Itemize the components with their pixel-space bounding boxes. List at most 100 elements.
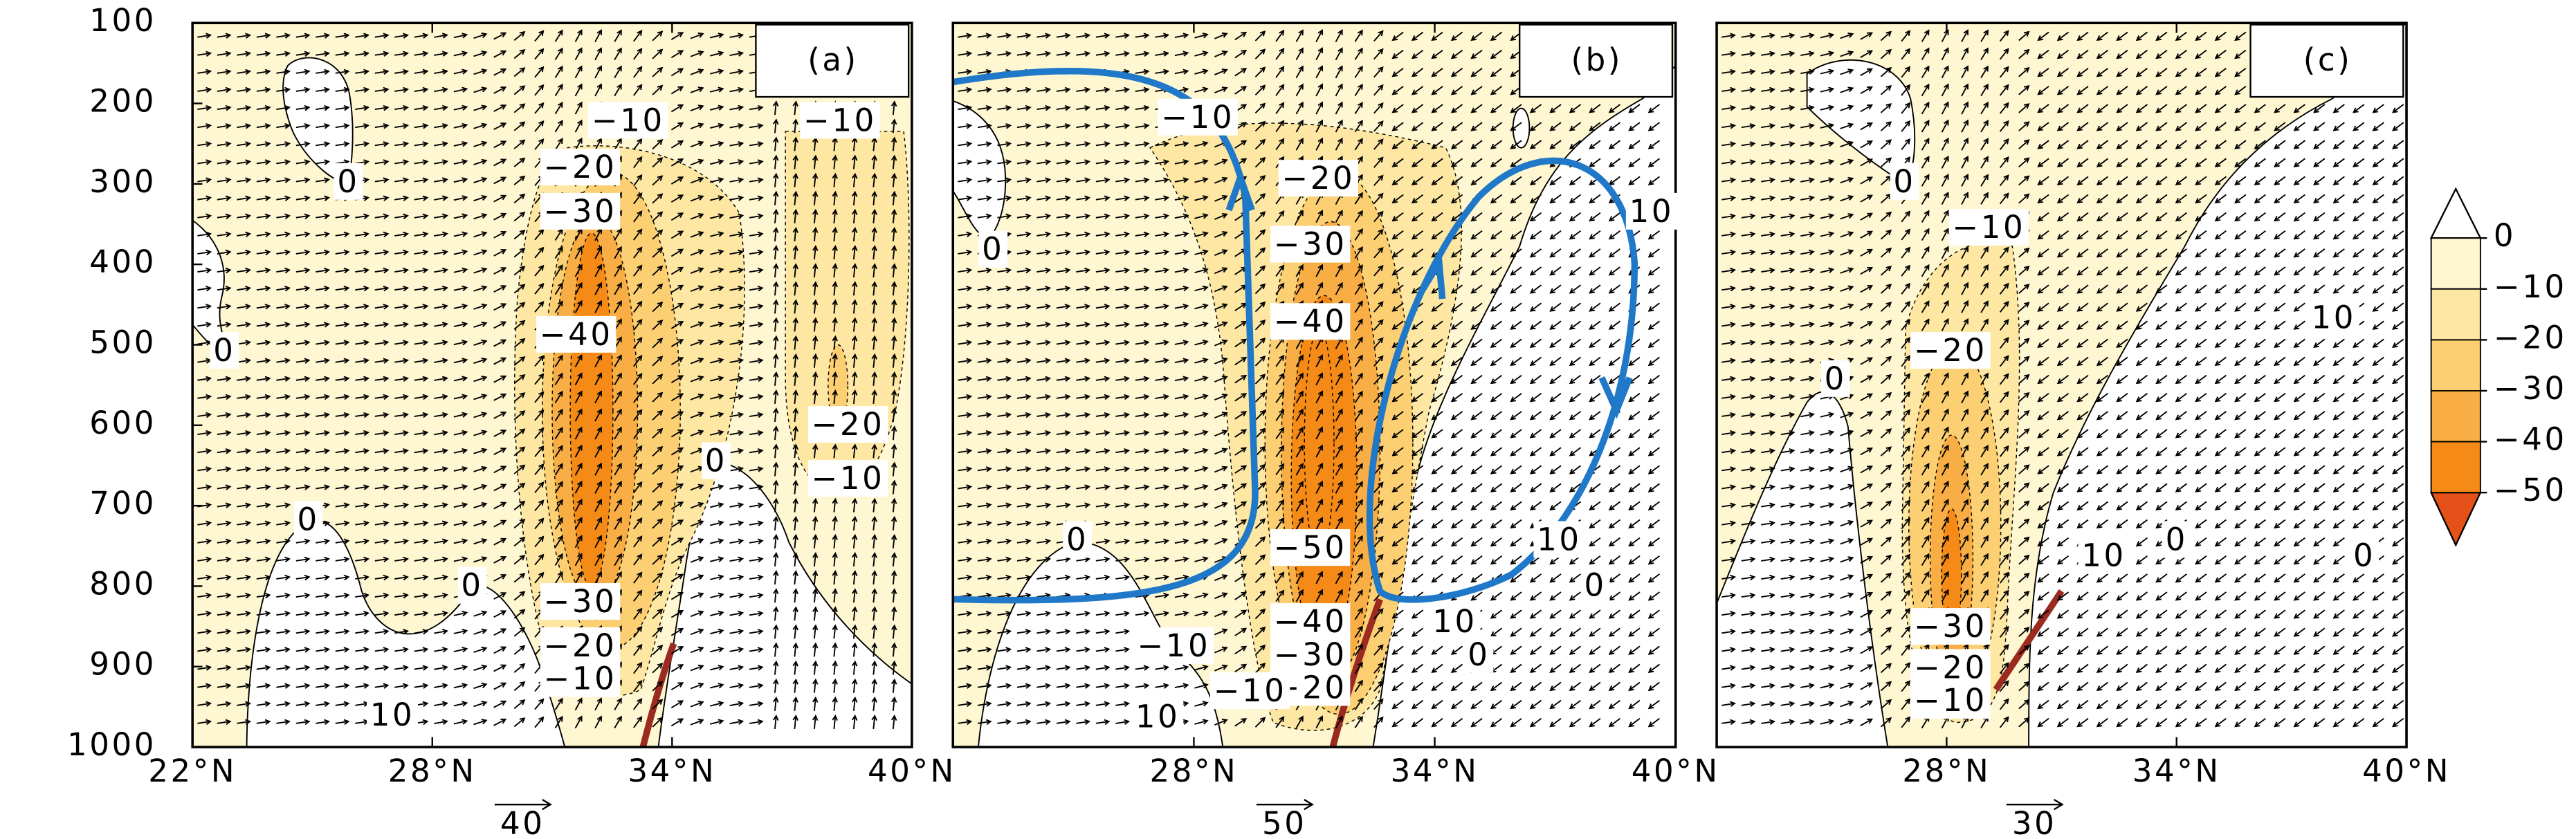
wind-vector	[1450, 49, 1463, 59]
wind-vector	[473, 267, 488, 274]
wind-vector	[773, 479, 779, 495]
wind-vector	[256, 141, 271, 147]
wind-vector	[977, 86, 992, 93]
wind-vector	[316, 412, 331, 418]
wind-vector	[295, 376, 311, 382]
wind-vector	[335, 520, 350, 526]
wind-vector	[355, 412, 370, 418]
wind-vector	[890, 118, 897, 133]
wind-vector	[453, 520, 468, 526]
wind-vector	[453, 502, 468, 508]
wind-vector	[1076, 86, 1091, 93]
wind-vector	[652, 302, 664, 313]
wind-vector	[633, 246, 643, 259]
wind-vector	[812, 642, 819, 657]
wind-vector	[453, 448, 468, 454]
wind-vector	[453, 683, 468, 689]
wind-vector	[729, 629, 745, 635]
wind-vector	[574, 697, 583, 711]
wind-vector	[690, 104, 704, 111]
wind-vector	[851, 190, 858, 205]
wind-vector	[1391, 49, 1404, 59]
wind-vector	[355, 68, 370, 75]
wind-vector	[554, 120, 563, 133]
wind-vector	[394, 231, 410, 238]
wind-vector	[197, 141, 212, 147]
wind-vector	[709, 683, 724, 689]
y-tick-label: 900	[89, 646, 156, 683]
wind-vector	[197, 50, 212, 57]
wind-vector	[871, 624, 877, 639]
wind-vector	[574, 553, 583, 566]
wind-vector	[414, 322, 429, 328]
wind-vector	[534, 391, 545, 403]
wind-vector	[554, 83, 563, 97]
wind-vector	[473, 556, 488, 563]
contour-label: 0	[2353, 537, 2375, 574]
wind-vector	[594, 553, 602, 566]
wind-vector	[792, 660, 798, 675]
wind-vector	[316, 647, 331, 653]
wind-vector	[473, 520, 488, 527]
wind-vector	[633, 589, 643, 602]
wind-vector	[633, 698, 643, 710]
wind-vector	[237, 520, 252, 526]
wind-vector	[276, 683, 291, 689]
wind-vector	[394, 358, 410, 364]
wind-vector	[890, 443, 897, 459]
wind-vector	[513, 537, 526, 547]
wind-vector	[316, 104, 331, 111]
wind-vector	[652, 482, 664, 493]
wind-vector	[493, 646, 507, 654]
wind-vector	[1234, 86, 1248, 95]
wind-vector	[871, 606, 877, 621]
wind-vector	[709, 213, 724, 219]
wind-vector	[374, 629, 390, 635]
wind-vector	[374, 647, 390, 653]
wind-vector	[295, 592, 311, 599]
contour-label: −30	[1274, 226, 1347, 263]
shading	[1304, 328, 1335, 559]
wind-vector	[977, 33, 992, 39]
wind-vector	[355, 502, 370, 508]
wind-vector	[394, 502, 410, 508]
wind-vector	[890, 588, 897, 603]
wind-vector	[1214, 86, 1228, 94]
wind-vector	[414, 430, 429, 436]
wind-vector	[276, 267, 291, 274]
wind-vector	[851, 660, 858, 675]
wind-vector	[513, 392, 526, 403]
wind-vector	[574, 462, 583, 476]
wind-vector	[729, 50, 745, 57]
wind-vector	[197, 412, 212, 418]
wind-vector	[670, 573, 684, 582]
wind-vector	[851, 154, 858, 169]
wind-vector	[256, 376, 271, 382]
wind-vector	[374, 538, 390, 544]
wind-vector	[812, 606, 819, 621]
wind-vector	[316, 195, 331, 201]
wind-vector	[812, 678, 819, 693]
wind-vector	[513, 609, 526, 619]
wind-vector	[493, 68, 507, 76]
wind-vector	[295, 123, 311, 129]
wind-vector	[792, 281, 798, 296]
wind-vector	[453, 610, 468, 617]
wind-vector	[670, 501, 684, 510]
wind-vector	[316, 267, 331, 274]
wind-vector	[1295, 101, 1304, 115]
wind-vector	[614, 499, 622, 512]
wind-vector	[749, 249, 764, 256]
wind-vector	[237, 340, 252, 346]
wind-vector	[690, 682, 704, 690]
wind-vector	[709, 122, 724, 129]
wind-vector	[534, 373, 545, 385]
wind-vector	[473, 321, 488, 328]
wind-vector	[749, 122, 764, 129]
wind-vector	[749, 304, 764, 310]
wind-vector	[633, 336, 643, 349]
wind-vector	[709, 502, 724, 508]
wind-vector	[1016, 33, 1032, 39]
wind-vector	[773, 263, 779, 278]
wind-vector	[473, 86, 488, 93]
